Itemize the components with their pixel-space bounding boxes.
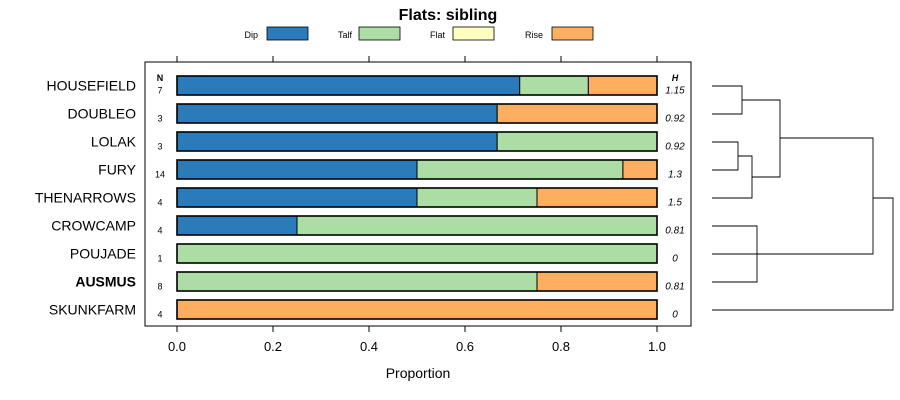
bar-row: CROWCAMP 4 0.81 [51,215,685,237]
bar-outline [176,103,658,124]
bar-outline [176,243,658,264]
legend-swatch [358,26,401,41]
bar-segment-dip [176,187,418,208]
bar-segment-dip [176,215,298,236]
bar-segment-talf [176,243,658,264]
bar-row: AUSMUS 8 0.81 [75,271,685,293]
category-label: SKUNKFARM [49,302,136,318]
n-value: 4 [157,198,162,208]
legend-label: Talf [338,30,353,40]
legend-swatch [266,26,309,41]
category-label: LOLAK [91,134,137,150]
bar-outline [176,159,658,180]
h-value: 0.81 [665,226,684,237]
bar-outline [176,271,658,292]
legend-label: Rise [525,30,543,40]
n-value: 14 [155,170,165,180]
bar-row: HOUSEFIELD 7 1.15 [47,75,685,97]
category-label: AUSMUS [75,274,136,290]
h-value: 0 [672,254,678,265]
h-column-header: H [672,73,679,83]
dendrogram-branch [742,99,781,178]
bar-segment-dip [176,103,498,124]
bar-row: DOUBLEO 3 0.92 [68,103,685,125]
h-value: 0.81 [665,282,684,293]
dendrogram-branch [712,141,739,171]
chart-title: Flats: sibling [399,7,498,24]
x-axis-label: Proportion [386,365,451,381]
x-tick-label: 1.0 [648,339,666,354]
category-label: CROWCAMP [51,218,136,234]
bar-segment-talf [416,187,538,208]
bar-outline [176,75,658,96]
bar-outline [176,299,658,320]
x-tick-label: 0.2 [264,339,282,354]
bar-segment-rise [536,271,658,292]
bar-row: LOLAK 3 0.92 [91,131,685,153]
category-label: THENARROWS [35,190,136,206]
bar-segment-talf [416,159,624,180]
category-label: DOUBLEO [68,106,137,122]
n-value: 7 [157,86,162,96]
x-tick-label: 0.6 [456,339,474,354]
legend-swatch [452,26,495,41]
bar-row: THENARROWS 4 1.5 [35,187,682,209]
n-value: 3 [157,114,162,124]
legend-swatch [551,26,594,41]
h-value: 1.15 [665,86,685,97]
bar-segment-dip [176,159,418,180]
x-axis: 0.0 0.2 0.4 0.6 0.8 1.0 [168,56,666,354]
bar-segment-rise [536,187,658,208]
bar-segment-rise [176,299,658,320]
h-value: 1.5 [668,198,682,209]
dendrogram-branch [712,85,743,115]
bar-segment-talf [176,271,538,292]
n-column-header: N [157,73,164,83]
bar-segment-talf [519,75,589,96]
category-label: HOUSEFIELD [47,78,136,94]
category-label: POUJADE [70,246,136,262]
h-value: 0.92 [665,114,685,125]
bar-row: SKUNKFARM 4 0 [49,299,678,321]
n-value: 8 [157,282,162,292]
x-tick-label: 0.4 [360,339,378,354]
bar-segment-rise [587,75,658,96]
legend-label: Dip [244,30,258,40]
legend-label: Flat [430,30,446,40]
bar-segment-dip [176,131,498,152]
n-value: 4 [157,310,162,320]
dendrogram-branch [757,137,874,255]
category-label: FURY [98,162,137,178]
n-value: 3 [157,142,162,152]
bar-outline [176,131,658,152]
bar-segment-rise [496,103,658,124]
legend: Dip Talf Flat Rise [244,26,594,41]
bar-segment-talf [296,215,658,236]
bar-segment-dip [176,75,521,96]
bar-row: FURY 14 1.3 [98,159,682,181]
bar-segment-rise [622,159,658,180]
bar-outline [176,215,658,236]
h-value: 1.3 [668,170,682,181]
dendrogram [712,85,894,311]
h-value: 0 [672,310,678,321]
dendrogram-branch [712,155,753,199]
bar-rows: HOUSEFIELD 7 1.15 DOUBLEO 3 0.92 LOLAK 3 0.92 FUR… [35,75,685,321]
plot-panel [144,61,692,327]
bar-row: POUJADE 1 0 [70,243,678,265]
n-value: 4 [157,226,162,236]
x-tick-label: 0.8 [552,339,570,354]
n-value: 1 [157,254,162,264]
x-tick-label: 0.0 [168,339,186,354]
dendrogram-branch [712,197,894,311]
bar-segment-talf [496,131,658,152]
h-value: 0.92 [665,142,685,153]
bar-outline [176,187,658,208]
